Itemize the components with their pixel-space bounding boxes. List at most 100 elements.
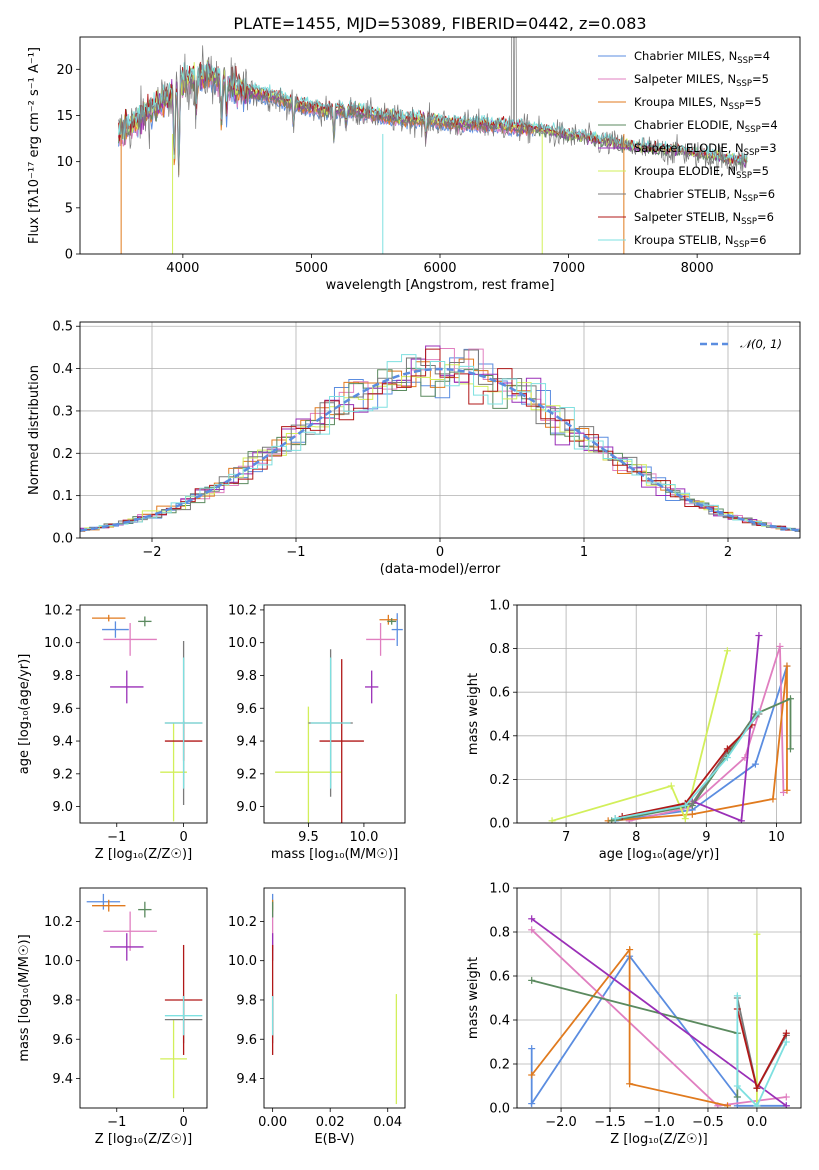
x-tick-label: 0.02 [316, 1115, 345, 1130]
axes-frame [263, 887, 406, 1109]
y-tick-label: 0.6 [489, 686, 510, 701]
x-tick-label: 1 [580, 545, 588, 560]
axes-frame [79, 36, 801, 255]
legend-entry: Kroupa MILES, NSSP=5 [634, 95, 761, 112]
y-tick-label: 9.6 [52, 1033, 73, 1048]
y-tick-label: 0.1 [52, 489, 73, 504]
x-tick-label: 8 [632, 830, 640, 845]
x-tick-label: −1.5 [594, 1115, 626, 1130]
y-tick-label: 0.4 [489, 1014, 510, 1029]
y-tick-label: 0.4 [489, 729, 510, 744]
y-tick-label: 10.0 [228, 954, 257, 969]
axes-frame [263, 604, 406, 824]
legend: Chabrier MILES, NSSP=4 Salpeter MILES, NS… [598, 49, 778, 250]
x-tick-label: 0 [436, 545, 444, 560]
weight-series-line [622, 724, 753, 818]
x-tick-label: −0.5 [692, 1115, 724, 1130]
weight-series-line [530, 946, 728, 1107]
y-tick-label: 0.5 [52, 320, 73, 335]
panel-massweight-vs-age: 7 8 9 10 0.0 0.2 0.4 0.6 0.8 1.0 age [log₁₀(age/yr… [466, 599, 802, 862]
y-tick-label: 0 [65, 248, 73, 263]
y-tick-label: 9.6 [52, 702, 73, 717]
legend-entry: Kroupa ELODIE, NSSP=5 [634, 164, 769, 181]
y-tick-label: 0.0 [489, 1102, 510, 1117]
x-tick-label: −1 [107, 1115, 126, 1130]
panel-residuals: −2 −1 0 1 2 0.0 0.1 0.2 0.3 0.4 0.5 (data-model)/er… [27, 320, 801, 577]
x-axis-label: age [log₁₀(age/yr)] [599, 847, 720, 862]
x-tick-label: 10.0 [349, 830, 378, 845]
x-tick-label: 9 [702, 830, 710, 845]
panel-mass-vs-EBV: 0.00 0.02 0.04 9.4 9.6 9.8 10.0 10.2 E(B-V) [228, 887, 406, 1147]
panel-age-vs-mass: 9.5 10.0 9.0 9.2 9.4 9.6 9.8 10.0 10.2 mass [log₁… [228, 603, 406, 862]
plot-area [92, 614, 203, 822]
y-tick-label: 9.0 [236, 800, 257, 815]
y-axis-label: mass [log₁₀(M/M☉)] [17, 934, 32, 1061]
weight-series-line [531, 979, 739, 1097]
x-tick-label: 7000 [552, 261, 585, 276]
x-tick-label: 8000 [681, 261, 714, 276]
x-axis-label: (data-model)/error [380, 562, 501, 577]
y-tick-label: 9.8 [52, 993, 73, 1008]
y-axis-label: Flux [fλ10⁻¹⁷ erg cm⁻² s⁻¹ A⁻¹] [27, 47, 42, 244]
y-tick-label: 1.0 [489, 599, 510, 614]
y-tick-label: 5 [65, 201, 73, 216]
y-tick-label: 10.0 [228, 636, 257, 651]
y-tick-label: 9.6 [236, 1033, 257, 1048]
y-axis-label: mass weight [466, 673, 481, 755]
x-tick-label: 5000 [295, 261, 328, 276]
axes-frame [516, 887, 802, 1109]
y-tick-label: 0.6 [489, 970, 510, 985]
y-tick-label: 0.0 [489, 817, 510, 832]
legend-entry: 𝒩(0, 1) [740, 337, 782, 351]
y-tick-label: 0.8 [489, 926, 510, 941]
plot-area [275, 613, 403, 823]
y-tick-label: 0.8 [489, 642, 510, 657]
x-tick-label: 4000 [166, 261, 199, 276]
plot-area [80, 345, 800, 533]
y-tick-label: 10 [56, 155, 73, 170]
panel-mass-vs-Z: −1 0 9.4 9.6 9.8 10.0 10.2 Z [log₁₀(Z/Z☉)] mass … [17, 887, 208, 1147]
y-tick-label: 9.4 [52, 1072, 73, 1087]
y-tick-label: 9.0 [52, 800, 73, 815]
y-tick-label: 9.4 [52, 735, 73, 750]
x-axis-label: mass [log₁₀(M/M☉)] [271, 847, 398, 862]
data-spectrum-line [118, 37, 748, 178]
x-axis-label: E(B-V) [314, 1132, 354, 1147]
y-tick-label: 0.0 [52, 532, 73, 547]
x-axis-label: Z [log₁₀(Z/Z☉)] [95, 847, 192, 862]
weight-series-line [531, 918, 787, 1107]
weight-series-line [615, 711, 760, 820]
figure-title: PLATE=1455, MJD=53089, FIBERID=0442, z=0… [233, 14, 646, 33]
x-tick-label: −2 [142, 545, 161, 560]
y-tick-label: 0.4 [52, 362, 73, 377]
y-tick-label: 0.2 [52, 447, 73, 462]
panel-age-vs-Z: −1 0 9.0 9.2 9.4 9.6 9.8 10.0 10.2 Z [log₁₀(Z/Z☉)… [17, 603, 208, 862]
y-tick-label: 9.8 [52, 669, 73, 684]
x-tick-label: 10 [768, 830, 785, 845]
legend-entry: Chabrier MILES, NSSP=4 [634, 49, 770, 66]
plot-area [86, 893, 203, 1099]
x-tick-label: 2 [724, 545, 732, 560]
normal-reference-curve [80, 367, 800, 532]
y-tick-label: 10.0 [44, 636, 73, 651]
weight-series-line [530, 954, 787, 1107]
y-axis-label: age [log₁₀(age/yr)] [17, 654, 32, 775]
panel-spectrum: 4000 5000 6000 7000 8000 0 5 10 15 20 wavelength [… [27, 36, 801, 293]
y-tick-label: 0.2 [489, 773, 510, 788]
x-tick-label: −1 [107, 830, 126, 845]
legend-entry: Salpeter STELIB, NSSP=6 [634, 210, 774, 227]
y-tick-label: 1.0 [489, 882, 510, 897]
plot-area [548, 632, 794, 823]
legend-entry: Salpeter MILES, NSSP=5 [634, 72, 769, 89]
legend-entry: Kroupa STELIB, NSSP=6 [634, 233, 766, 250]
legend-entry: Salpeter ELODIE, NSSP=3 [634, 141, 777, 158]
x-tick-label: −1.0 [643, 1115, 675, 1130]
x-tick-label: 0.0 [747, 1115, 768, 1130]
x-tick-label: −2.0 [545, 1115, 577, 1130]
y-tick-label: 10.2 [228, 915, 257, 930]
y-tick-label: 9.8 [236, 993, 257, 1008]
y-tick-label: 9.8 [236, 669, 257, 684]
histogram-step-line [80, 348, 800, 532]
x-tick-label: 0.00 [258, 1115, 287, 1130]
